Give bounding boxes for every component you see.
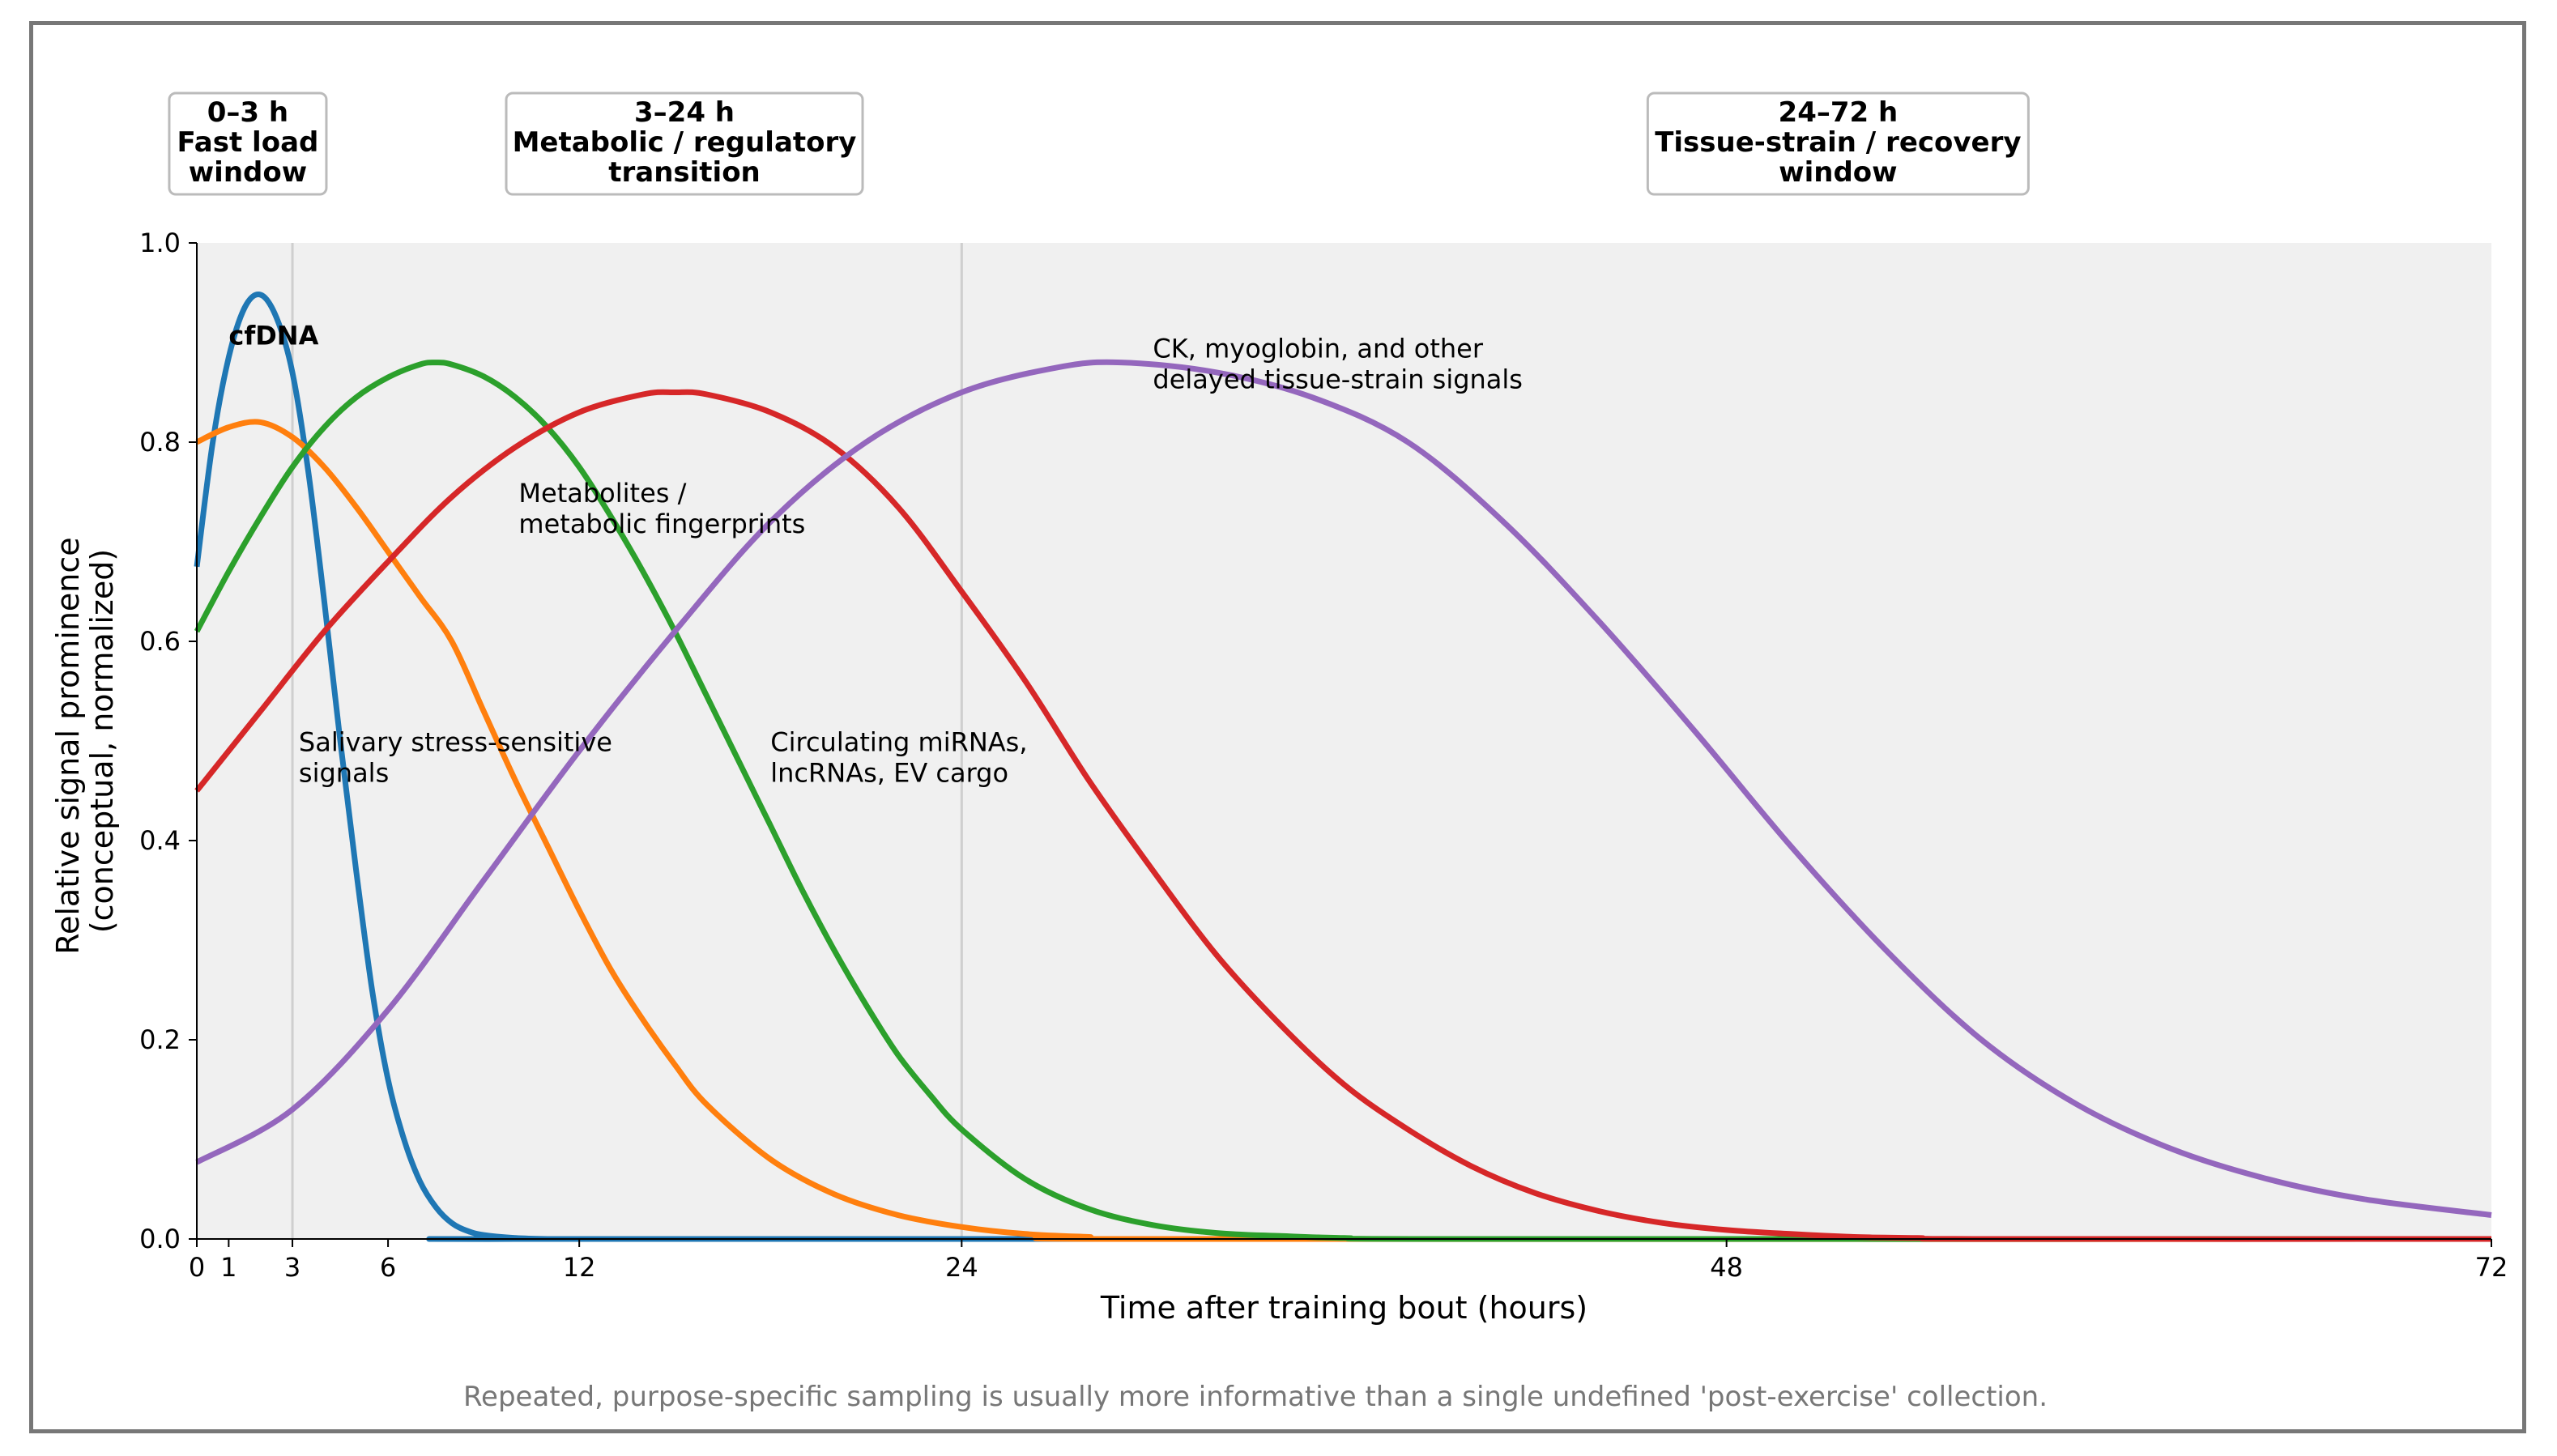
x-axis-label: Time after training bout (hours) [1100, 1290, 1587, 1326]
y-axis-label: Relative signal prominence (conceptual, … [50, 527, 120, 954]
series-label-0: cfDNA [228, 320, 318, 351]
footnote: Repeated, purpose-specific sampling is u… [463, 1381, 2048, 1413]
x-tick-label-3: 6 [380, 1252, 396, 1283]
y-tick-label-4: 0.8 [139, 427, 181, 458]
x-tick-label-2: 3 [284, 1252, 300, 1283]
series-label-4: CK, myoglobin, and other delayed tissue-s… [1153, 333, 1523, 394]
time-window-boxes: 0–3 h Fast load window 3–24 h Metabolic / re… [168, 92, 2030, 196]
window-box-0: 0–3 h Fast load window [168, 92, 328, 196]
y-axis-label-line-1: Relative signal prominence [50, 537, 86, 954]
y-tick-label-0: 0.0 [139, 1224, 181, 1254]
y-tick-label-1: 0.2 [139, 1024, 181, 1055]
x-tick-label-6: 48 [1710, 1252, 1743, 1283]
series-line-3 [194, 389, 2492, 1242]
x-tick-label-7: 72 [2475, 1252, 2508, 1283]
series-labels: cfDNA Salivary stress-sensitive signals Met… [228, 320, 1523, 788]
series-line-2 [194, 360, 2492, 1242]
y-tick-label-3: 0.6 [139, 626, 181, 657]
x-tick-label-0: 0 [189, 1252, 205, 1283]
window-boundary-lines [291, 243, 963, 1239]
y-ticks: 0.0 0.2 0.4 0.6 0.8 1.0 [139, 228, 197, 1254]
x-ticks: 0 1 3 6 12 24 48 72 [189, 1239, 2508, 1283]
window-box-1: 3–24 h Metabolic / regulatory transition [505, 92, 864, 196]
series-label-1: Salivary stress-sensitive signals [299, 726, 612, 788]
x-tick-label-4: 12 [563, 1252, 596, 1283]
series-line-4 [195, 359, 2492, 1218]
series-label-2: Metabolites / metabolic fingerprints [518, 478, 805, 539]
y-tick-label-5: 1.0 [139, 228, 181, 258]
x-tick-label-1: 1 [220, 1252, 237, 1283]
window-box-2: 24–72 h Tissue-strain / recovery window [1646, 92, 2030, 196]
y-axis-label-line-2: (conceptual, normalized) [84, 549, 120, 933]
series-label-3: Circulating miRNAs, lncRNAs, EV cargo [770, 726, 1027, 788]
x-tick-label-5: 24 [945, 1252, 978, 1283]
y-tick-label-2: 0.4 [139, 825, 181, 856]
